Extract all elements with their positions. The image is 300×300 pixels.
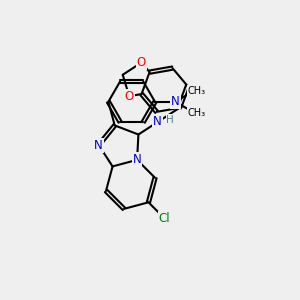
Text: N: N (94, 139, 103, 152)
Text: O: O (124, 90, 134, 103)
Text: CH₃: CH₃ (188, 107, 206, 118)
Text: O: O (137, 56, 146, 69)
Text: N: N (153, 115, 162, 128)
Text: H: H (167, 115, 174, 125)
Text: N: N (171, 95, 180, 108)
Text: CH₃: CH₃ (188, 86, 206, 96)
Text: N: N (133, 153, 142, 167)
Text: Cl: Cl (158, 212, 170, 225)
